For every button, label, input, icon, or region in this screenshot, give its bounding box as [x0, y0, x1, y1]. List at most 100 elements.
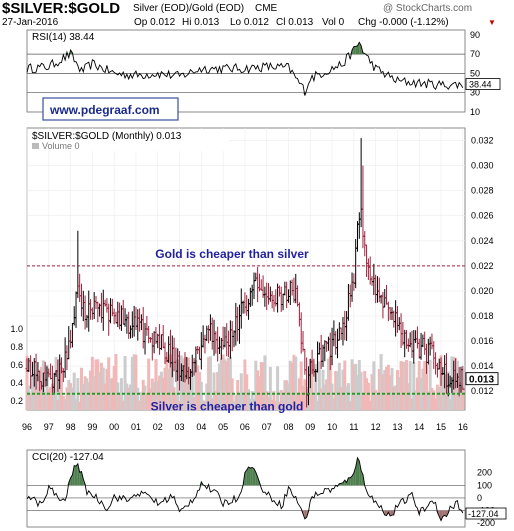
volume-bar	[312, 395, 316, 410]
volume-bar	[199, 381, 203, 410]
volume-bar	[276, 366, 280, 410]
volume-bar	[63, 399, 67, 410]
volume-bar	[172, 387, 176, 410]
volume-bar	[217, 363, 221, 410]
volume-bar	[118, 394, 122, 410]
volume-bar	[216, 371, 220, 410]
chart-date: 27-Jan-2016	[2, 17, 59, 28]
volume-bar	[79, 367, 83, 410]
volume-bar	[241, 395, 245, 410]
volume-bar	[368, 400, 372, 410]
rsi-tick-label-50: 50	[470, 68, 480, 78]
x-tick-label-13: 13	[392, 422, 402, 432]
volume-bar	[277, 401, 281, 410]
quote-open: Op 0.012	[134, 17, 176, 28]
volume-bar	[188, 377, 192, 410]
volume-bar	[317, 361, 321, 410]
cci-legend-bg	[29, 451, 134, 462]
volume-bar	[256, 370, 260, 410]
volume-bar	[98, 371, 102, 410]
volume-bar	[85, 378, 89, 410]
volume-bar	[343, 360, 347, 410]
volume-bar	[170, 361, 174, 410]
rsi-legend: RSI(14) 38.44	[32, 32, 95, 43]
volume-bar	[208, 356, 212, 410]
volume-bar	[94, 359, 98, 410]
gold-cheaper-annotation: Gold is cheaper than silver	[155, 247, 309, 261]
volume-bar	[236, 379, 240, 410]
silver-cheaper-annotation: Silver is cheaper than gold	[151, 400, 304, 414]
cci-positive-fill	[77, 463, 80, 486]
volume-bar	[417, 360, 421, 410]
volume-bar	[196, 365, 200, 410]
volume-bar	[346, 383, 350, 410]
price-tick-label-0.012: 0.012	[471, 386, 494, 396]
volume-bar	[185, 373, 189, 410]
cci-positive-fill	[350, 476, 353, 486]
volume-bar	[130, 356, 134, 410]
volume-bar	[103, 383, 107, 410]
volume-bar	[437, 386, 441, 410]
volume-bar	[119, 378, 123, 410]
cci-negative-fill	[441, 510, 443, 521]
volume-tick-label-0.6: 0.6	[10, 360, 23, 370]
volume-bar	[60, 366, 64, 410]
cci-tick-label-0: 0	[477, 493, 482, 503]
volume-bar	[386, 364, 390, 410]
volume-bar	[348, 401, 352, 410]
volume-bar	[74, 399, 78, 410]
rsi-value-label: 38.44	[469, 80, 492, 90]
volume-bar	[435, 384, 439, 410]
x-tick-label-08: 08	[283, 422, 293, 432]
volume-bar	[214, 390, 218, 410]
symbol-title: $SILVER:$GOLD	[2, 0, 121, 17]
volume-bar	[178, 400, 182, 410]
website-label: www.pdegraaf.com	[49, 103, 160, 117]
volume-bar	[412, 362, 416, 410]
x-tick-label-00: 00	[109, 422, 119, 432]
volume-bar	[227, 357, 231, 410]
volume-bar	[96, 359, 100, 410]
volume-legend-swatch	[32, 143, 39, 149]
x-tick-label-11: 11	[349, 422, 358, 432]
volume-bar	[261, 362, 265, 410]
x-tick-label-09: 09	[305, 422, 315, 432]
x-tick-label-12: 12	[371, 422, 381, 432]
cci-positive-fill	[79, 471, 82, 486]
volume-bar	[43, 391, 47, 410]
volume-bar	[274, 400, 278, 410]
volume-bar	[354, 363, 358, 410]
cci-negative-fill	[384, 510, 387, 516]
volume-bar	[294, 356, 298, 410]
cci-negative-fill	[390, 510, 392, 517]
volume-bar	[165, 357, 169, 410]
volume-bar	[283, 380, 287, 410]
volume-bar	[247, 389, 251, 410]
volume-bar	[281, 393, 285, 410]
volume-bar	[414, 390, 418, 410]
volume-bar	[334, 370, 338, 410]
volume-bar	[423, 361, 427, 410]
price-tick-label-0.016: 0.016	[471, 336, 494, 346]
volume-bar	[168, 354, 172, 410]
cci-tick-label-200: 200	[477, 468, 492, 478]
volume-bar	[357, 360, 361, 410]
rsi-overbought-fill	[355, 45, 358, 55]
volume-bar	[365, 378, 369, 410]
x-tick-label-02: 02	[153, 422, 163, 432]
volume-bar	[45, 364, 49, 410]
volume-bar	[406, 383, 410, 410]
volume-bar	[69, 383, 73, 410]
volume-bar	[301, 385, 305, 410]
volume-bar	[430, 388, 434, 410]
volume-bar	[143, 385, 147, 410]
x-tick-label-14: 14	[414, 422, 424, 432]
volume-bar	[296, 393, 300, 410]
price-tick-label-0.032: 0.032	[471, 136, 494, 146]
volume-bar	[152, 381, 156, 410]
volume-bar	[239, 373, 243, 410]
volume-bar	[428, 359, 432, 410]
volume-bar	[339, 387, 343, 410]
volume-bar	[61, 395, 65, 410]
volume-bar	[70, 387, 74, 410]
